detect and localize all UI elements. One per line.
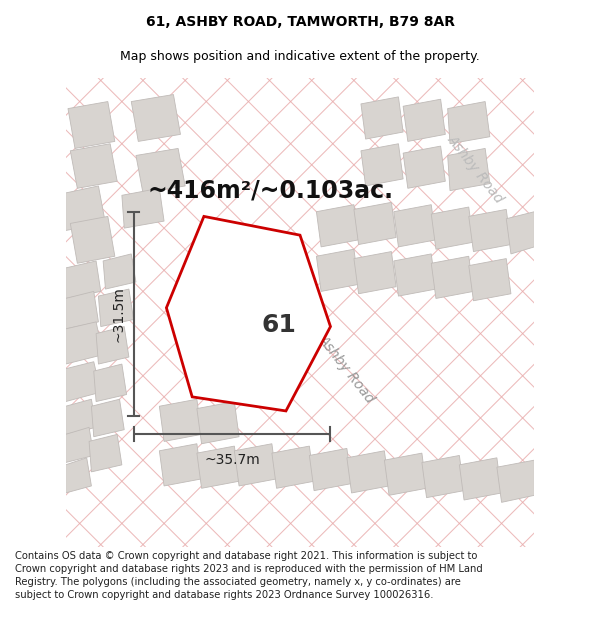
Polygon shape — [361, 97, 403, 139]
Text: 61, ASHBY ROAD, TAMWORTH, B79 8AR: 61, ASHBY ROAD, TAMWORTH, B79 8AR — [146, 15, 455, 29]
Polygon shape — [347, 451, 389, 493]
Polygon shape — [65, 291, 98, 329]
Text: Ashby Road: Ashby Road — [316, 332, 378, 406]
Polygon shape — [385, 453, 427, 495]
Text: Map shows position and indicative extent of the property.: Map shows position and indicative extent… — [120, 50, 480, 62]
Text: Contains OS data © Crown copyright and database right 2021. This information is : Contains OS data © Crown copyright and d… — [15, 551, 483, 601]
Polygon shape — [91, 399, 124, 437]
Text: 61: 61 — [262, 313, 297, 337]
Polygon shape — [70, 216, 115, 263]
Polygon shape — [136, 148, 185, 193]
Polygon shape — [235, 444, 277, 486]
Polygon shape — [197, 401, 239, 444]
Polygon shape — [103, 254, 136, 289]
Polygon shape — [65, 362, 101, 401]
Polygon shape — [469, 209, 511, 251]
Polygon shape — [166, 216, 331, 411]
Text: Ashby Road: Ashby Road — [445, 133, 506, 206]
Polygon shape — [460, 458, 502, 500]
Polygon shape — [497, 460, 535, 503]
Polygon shape — [122, 188, 164, 228]
Polygon shape — [89, 434, 122, 472]
Polygon shape — [272, 446, 314, 488]
Polygon shape — [65, 458, 91, 493]
Polygon shape — [403, 99, 445, 141]
Polygon shape — [354, 251, 396, 294]
Text: ~35.7m: ~35.7m — [204, 453, 260, 467]
Polygon shape — [65, 322, 103, 364]
Polygon shape — [65, 186, 106, 231]
Polygon shape — [448, 148, 490, 191]
Polygon shape — [131, 94, 181, 141]
Polygon shape — [394, 205, 436, 247]
Polygon shape — [65, 261, 101, 298]
Polygon shape — [68, 101, 115, 148]
Polygon shape — [354, 202, 396, 244]
Polygon shape — [316, 205, 359, 247]
Polygon shape — [94, 364, 127, 401]
Polygon shape — [160, 399, 202, 441]
Polygon shape — [65, 428, 94, 462]
Polygon shape — [394, 254, 436, 296]
Polygon shape — [310, 449, 352, 491]
Polygon shape — [197, 446, 239, 488]
Polygon shape — [403, 146, 445, 188]
Polygon shape — [98, 289, 134, 326]
Polygon shape — [448, 101, 490, 144]
Polygon shape — [70, 144, 117, 188]
Polygon shape — [422, 456, 464, 498]
Polygon shape — [506, 212, 535, 254]
Polygon shape — [431, 256, 473, 298]
Text: ~416m²/~0.103ac.: ~416m²/~0.103ac. — [148, 179, 394, 202]
Polygon shape — [65, 399, 96, 434]
Polygon shape — [316, 249, 359, 291]
Text: ~31.5m: ~31.5m — [112, 286, 125, 342]
Polygon shape — [431, 207, 473, 249]
Polygon shape — [96, 326, 129, 364]
Polygon shape — [361, 144, 403, 186]
Polygon shape — [469, 259, 511, 301]
Polygon shape — [160, 444, 202, 486]
